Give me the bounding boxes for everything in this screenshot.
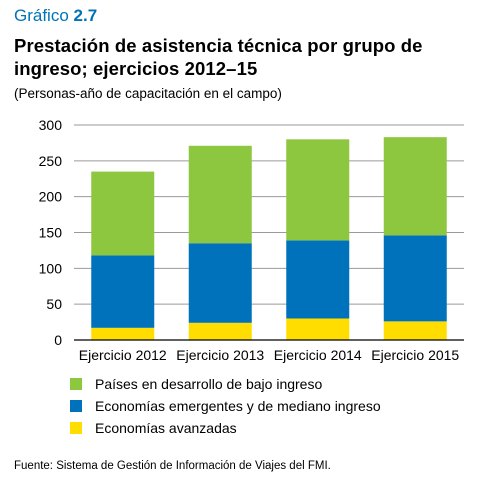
y-tick-label: 0	[54, 332, 62, 348]
bar-chart: 0 50 100 150 200 250 300 Ejercicio 2012 Ejercici…	[39, 117, 464, 363]
bar-segment	[383, 235, 447, 322]
bar-segment	[91, 327, 155, 340]
legend-item: Economías avanzadas	[70, 417, 381, 439]
y-tick-label: 100	[39, 260, 63, 276]
legend-item: Economías emergentes y de mediano ingres…	[70, 395, 381, 417]
legend-swatch	[70, 422, 82, 434]
y-tick-label: 150	[39, 225, 63, 241]
legend-swatch	[70, 400, 82, 412]
bar-segment	[91, 171, 155, 256]
y-tick-label: 300	[39, 117, 63, 133]
y-tick-label: 50	[46, 296, 62, 312]
chart-number-prefix: Gráfico	[14, 6, 69, 25]
chart-title: Prestación de asistencia técnica por gru…	[14, 35, 423, 79]
x-tick-label: Ejercicio 2014	[274, 347, 362, 363]
bar-segment	[286, 240, 350, 319]
legend-label: Países en desarrollo de bajo ingreso	[95, 376, 323, 392]
legend-item: Países en desarrollo de bajo ingreso	[70, 373, 381, 395]
x-tick-label: Ejercicio 2013	[176, 347, 264, 363]
bar-segment	[91, 255, 155, 328]
legend-label: Economías avanzadas	[95, 420, 237, 436]
bar-segment	[188, 322, 252, 340]
chart-number: Gráfico 2.7	[14, 6, 97, 26]
y-tick-label: 200	[39, 189, 63, 205]
chart-number-value: 2.7	[73, 6, 98, 25]
bar-segment	[383, 137, 447, 236]
y-tick-label: 250	[39, 153, 63, 169]
bar-segment	[383, 321, 447, 340]
chart-subtitle: (Personas-año de capacitación en el camp…	[14, 86, 282, 101]
bar-segment	[188, 145, 252, 244]
legend-swatch	[70, 378, 82, 390]
bar-segment	[188, 243, 252, 323]
x-tick-label: Ejercicio 2015	[371, 347, 459, 363]
legend-label: Economías emergentes y de mediano ingres…	[95, 398, 381, 414]
bar-segment	[286, 139, 350, 241]
source-note: Fuente: Sistema de Gestión de Informació…	[14, 460, 331, 472]
chart-legend: Países en desarrollo de bajo ingreso Econ…	[70, 373, 381, 439]
x-tick-label: Ejercicio 2012	[79, 347, 167, 363]
bar-segment	[286, 318, 350, 340]
